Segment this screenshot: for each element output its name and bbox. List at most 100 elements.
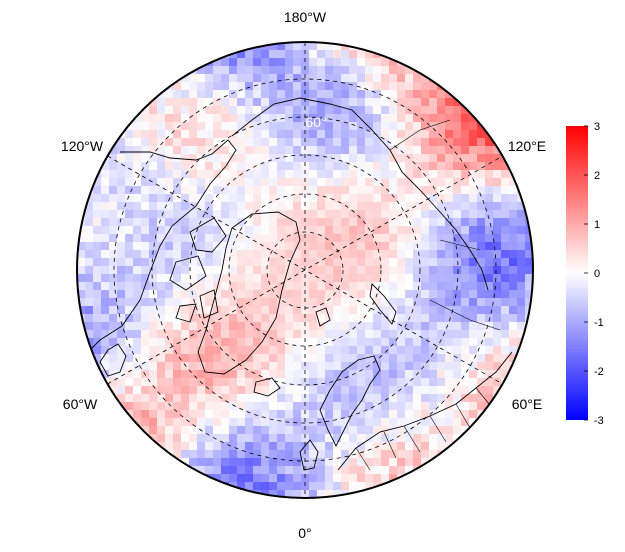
field-cell xyxy=(365,210,374,219)
field-cell xyxy=(365,442,374,451)
field-cell xyxy=(101,170,110,179)
field-cell xyxy=(133,114,142,123)
field-cell xyxy=(413,98,422,107)
field-cell xyxy=(349,210,358,219)
field-cell xyxy=(197,402,206,411)
field-cell xyxy=(261,410,270,419)
field-cell xyxy=(461,418,470,427)
field-cell xyxy=(429,394,438,403)
field-cell xyxy=(373,90,382,99)
field-cell xyxy=(405,234,414,243)
field-cell xyxy=(389,98,398,107)
field-cell xyxy=(173,202,182,211)
field-cell xyxy=(357,250,366,259)
field-cell xyxy=(85,258,94,267)
field-cell xyxy=(477,362,486,371)
field-cell xyxy=(485,394,494,403)
field-cell xyxy=(509,298,518,307)
field-cell xyxy=(117,146,126,155)
field-cell xyxy=(141,354,150,363)
field-cell xyxy=(301,162,310,171)
field-cell xyxy=(341,50,350,59)
field-cell xyxy=(237,226,246,235)
field-cell xyxy=(189,402,198,411)
field-cell xyxy=(93,178,102,187)
field-cell xyxy=(269,490,278,498)
field-cell xyxy=(245,322,254,331)
field-cell xyxy=(349,74,358,83)
field-cell xyxy=(421,202,430,211)
field-cell xyxy=(477,354,486,363)
field-cell xyxy=(245,466,254,475)
field-cell xyxy=(485,210,494,219)
field-cell xyxy=(117,266,126,275)
field-cell xyxy=(221,434,230,443)
field-cell xyxy=(157,146,166,155)
field-cell xyxy=(405,114,414,123)
field-cell xyxy=(165,218,174,227)
field-cell xyxy=(261,338,270,347)
field-cell xyxy=(269,466,278,475)
field-cell xyxy=(157,82,166,91)
field-cell xyxy=(213,394,222,403)
field-cell xyxy=(445,226,454,235)
field-cell xyxy=(125,178,134,187)
field-cell xyxy=(197,442,206,451)
field-cell xyxy=(213,482,222,491)
field-cell xyxy=(141,266,150,275)
field-cell xyxy=(293,250,302,259)
field-cell xyxy=(397,178,406,187)
field-cell xyxy=(109,322,118,331)
field-cell xyxy=(469,226,478,235)
field-cell xyxy=(365,418,374,427)
field-cell xyxy=(221,402,230,411)
field-cell xyxy=(205,82,214,91)
field-cell xyxy=(269,458,278,467)
field-cell xyxy=(373,402,382,411)
field-cell xyxy=(173,146,182,155)
field-cell xyxy=(437,362,446,371)
field-cell xyxy=(205,346,214,355)
field-cell xyxy=(317,458,326,467)
field-cell xyxy=(293,290,302,299)
field-cell xyxy=(453,306,462,315)
field-cell xyxy=(77,242,86,251)
field-cell xyxy=(509,266,518,275)
field-cell xyxy=(317,194,326,203)
field-cell xyxy=(261,362,270,371)
field-cell xyxy=(365,186,374,195)
field-cell xyxy=(477,250,486,259)
field-cell xyxy=(461,170,470,179)
field-cell xyxy=(309,410,318,419)
field-cell xyxy=(437,146,446,155)
field-cell xyxy=(333,450,342,459)
field-cell xyxy=(293,338,302,347)
arctic-archipelago-coastline xyxy=(169,217,227,323)
field-cell xyxy=(173,442,182,451)
field-cell xyxy=(397,330,406,339)
field-cell xyxy=(293,402,302,411)
field-cell xyxy=(413,178,422,187)
field-cell xyxy=(165,170,174,179)
field-cell xyxy=(421,290,430,299)
field-cell xyxy=(357,226,366,235)
field-cell xyxy=(309,218,318,227)
field-cell xyxy=(205,178,214,187)
field-cell xyxy=(253,66,262,75)
field-cell xyxy=(317,122,326,131)
field-cell xyxy=(205,266,214,275)
field-cell xyxy=(181,458,190,467)
field-cell xyxy=(181,202,190,211)
field-cell xyxy=(157,386,166,395)
field-cell xyxy=(229,242,238,251)
field-cell xyxy=(125,282,134,291)
field-cell xyxy=(357,458,366,467)
field-cell xyxy=(157,266,166,275)
field-cell xyxy=(493,386,502,395)
field-cell xyxy=(333,218,342,227)
field-cell xyxy=(277,426,286,435)
field-cell xyxy=(285,266,294,275)
field-cell xyxy=(125,378,134,387)
field-cell xyxy=(453,98,462,107)
field-cell xyxy=(181,146,190,155)
